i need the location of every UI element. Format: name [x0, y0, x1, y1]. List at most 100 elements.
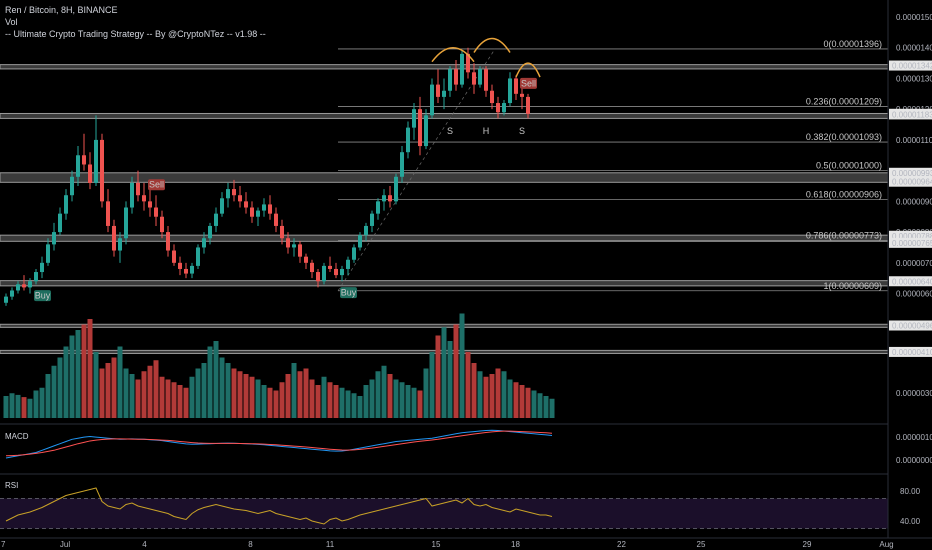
volume-bar-25 — [153, 360, 159, 418]
candle-body-41 — [250, 207, 254, 217]
volume-bar-22 — [135, 379, 141, 418]
volume-bar-77 — [465, 352, 471, 418]
candle-body-14 — [88, 164, 92, 183]
candle-body-27 — [166, 232, 170, 251]
price-axis[interactable]: 0.000015000.000014000.000013000.00001200… — [889, 13, 932, 526]
volume-bar-23 — [141, 371, 147, 418]
signal-label-3: Sell — [521, 78, 536, 88]
time-axis[interactable]: 7Jul48111518222529Aug581215 — [1, 540, 932, 549]
candle-body-66 — [400, 152, 404, 177]
volume-bar-12 — [75, 330, 81, 418]
candle-body-0 — [4, 296, 8, 303]
volume-bar-52 — [315, 385, 321, 418]
candle-body-68 — [412, 109, 416, 128]
candle-body-85 — [514, 78, 518, 94]
time-tick-8: 29 — [803, 540, 812, 549]
macd-pane — [5, 429, 553, 459]
time-tick-6: 22 — [617, 540, 626, 549]
candle-body-24 — [148, 201, 152, 208]
rsi-line — [5, 487, 553, 525]
volume-bar-17 — [105, 363, 111, 418]
volume-bar-47 — [285, 374, 291, 418]
volume-bar-50 — [303, 368, 309, 418]
time-tick-4: 15 — [432, 540, 441, 549]
candle-body-87 — [526, 96, 530, 114]
time-tick-1: 4 — [142, 540, 147, 549]
volume-bar-2 — [15, 394, 21, 418]
signal-badge-2 — [340, 287, 357, 299]
volume-bar-69 — [417, 390, 423, 418]
pattern-arc-right-shoulder — [515, 62, 541, 78]
volume-bar-44 — [267, 387, 273, 418]
price-highlight-bg-4 — [889, 176, 932, 187]
candle-body-64 — [388, 195, 392, 202]
candle-body-72 — [436, 84, 440, 97]
volume-bar-82 — [495, 368, 501, 418]
volume-bar-68 — [411, 387, 417, 418]
price-highlight-2: 0.00001183 — [892, 110, 932, 119]
price-highlight-bg-8 — [889, 320, 932, 331]
sr-zone-0 — [0, 64, 889, 70]
pattern-label-2: S — [519, 126, 525, 136]
sr-zone-4 — [0, 280, 889, 287]
volume-bar-0 — [3, 396, 9, 418]
volume-bar-31 — [189, 376, 195, 418]
price-highlight-0: 0.00001342 — [892, 62, 932, 71]
volume-bar-16 — [99, 368, 105, 418]
volume-bar-59 — [357, 396, 363, 418]
candle-body-79 — [478, 69, 482, 85]
rsi-pane — [0, 487, 888, 529]
signal-label-1: Sell — [149, 180, 164, 190]
volume-bar-37 — [225, 363, 231, 418]
candle-body-52 — [316, 272, 320, 282]
macd-line — [5, 429, 553, 459]
price-highlight-9: 0.00000410 — [892, 348, 932, 357]
candle-body-53 — [322, 265, 326, 282]
candle-body-71 — [430, 84, 434, 116]
candle-body-35 — [214, 213, 218, 226]
fib-trend-line — [337, 48, 496, 291]
volume-bar-8 — [51, 365, 57, 418]
candle-body-38 — [232, 189, 236, 196]
candle-body-4 — [28, 281, 32, 288]
volume-bar-24 — [147, 365, 153, 418]
volume-bar-55 — [333, 385, 339, 418]
pattern-arc-head — [473, 37, 511, 53]
candle-body-36 — [220, 198, 224, 214]
candle-body-48 — [292, 244, 296, 248]
price-highlight-bg-9 — [889, 346, 932, 357]
candle-body-6 — [40, 262, 44, 273]
volume-bar-75 — [453, 324, 459, 418]
candle-body-58 — [352, 247, 356, 260]
volume-bar-74 — [447, 341, 453, 418]
volume-bar-87 — [525, 387, 531, 418]
time-tick-0: Jul — [60, 540, 70, 549]
candle-body-40 — [244, 201, 248, 208]
volume-bar-26 — [159, 376, 165, 418]
volume-bar-83 — [501, 371, 507, 418]
signal-label-2: Buy — [341, 288, 357, 298]
volume-bar-33 — [201, 363, 207, 418]
volume-bar-39 — [237, 371, 243, 418]
candle-body-78 — [472, 72, 476, 85]
strategy-legend: -- Ultimate Crypto Trading Strategy -- B… — [5, 29, 266, 39]
candle-body-45 — [274, 213, 278, 226]
candle-body-73 — [442, 90, 446, 97]
candle-body-7 — [46, 244, 50, 263]
volume-bar-53 — [321, 376, 327, 418]
candle-body-12 — [76, 155, 80, 177]
volume-bar-7 — [45, 374, 51, 418]
price-highlight-bg-2 — [889, 109, 932, 120]
volume-bar-43 — [261, 385, 267, 418]
price-highlight-7: 0.00000640 — [892, 277, 932, 286]
price-highlight-bg-5 — [889, 230, 932, 241]
candle-body-59 — [358, 235, 362, 248]
macd-pane-title: MACD — [5, 432, 29, 441]
candle-body-26 — [160, 216, 164, 233]
price-highlight-8: 0.00000496 — [892, 322, 932, 331]
candle-body-62 — [376, 201, 380, 214]
candle-body-18 — [112, 225, 116, 251]
volume-bar-40 — [243, 374, 249, 418]
